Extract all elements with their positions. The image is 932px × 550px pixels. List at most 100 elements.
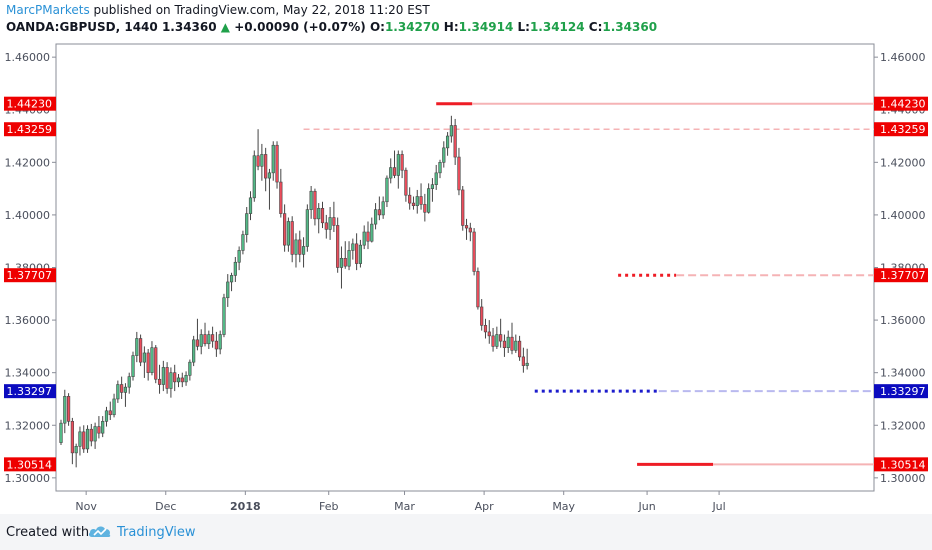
candle-body-30	[173, 372, 177, 383]
candle-body-5	[78, 431, 82, 447]
level-tag-left-3	[4, 384, 56, 399]
candle-body-17	[123, 386, 128, 393]
candle-body-79	[358, 244, 363, 264]
price-chart[interactable]: 1.30000 1.30000 1.32000 1.32000 1.34000 1.340…	[0, 0, 932, 514]
x-tick-label: Jun	[637, 500, 655, 513]
candle-body-100	[438, 162, 442, 174]
candle-body-35	[192, 339, 196, 363]
candle-body-9	[93, 426, 97, 442]
candle-body-93	[411, 202, 416, 207]
candle-body-47	[237, 250, 241, 263]
close-value: 1.34360	[602, 20, 658, 34]
candle-body-37	[199, 334, 203, 347]
level-tag-right-0	[874, 96, 928, 111]
candle-body-67	[313, 190, 317, 220]
candle-body-115	[495, 334, 499, 347]
candle-body-81	[366, 231, 370, 242]
candle-body-114	[491, 335, 495, 347]
high-value: 1.34914	[458, 20, 514, 34]
candle-body-75	[343, 257, 347, 267]
level-tag-right-4	[874, 457, 928, 472]
candle-body-70	[324, 222, 328, 230]
candle-body-4	[74, 445, 78, 454]
y-tick-label-right: 1.42000	[880, 156, 926, 169]
candle-body-107	[464, 225, 469, 229]
candle-body-102	[445, 135, 450, 149]
candle-body-13	[108, 410, 112, 416]
candle-body-119	[510, 336, 514, 351]
candle-body-64	[301, 246, 306, 255]
candle-body-120	[514, 340, 518, 351]
candle-body-51	[252, 155, 256, 199]
candle-body-118	[506, 336, 510, 348]
candle-body-57	[275, 144, 279, 183]
level-tag-left-label: 1.33297	[7, 385, 53, 398]
candle-body-76	[347, 250, 351, 267]
candle-body-87	[389, 167, 393, 179]
candle-body-14	[112, 398, 116, 416]
high-label: H:	[443, 20, 459, 34]
candle-body-24	[150, 347, 154, 373]
candle-body-0	[59, 422, 63, 443]
level-tag-right-label: 1.37707	[880, 269, 926, 282]
candle-body-103	[449, 125, 453, 137]
author-link[interactable]: MarcPMarkets	[6, 3, 90, 17]
level-tag-left-0	[4, 96, 56, 111]
candle-body-46	[233, 261, 237, 276]
candle-body-117	[502, 340, 507, 348]
candle-body-2	[66, 396, 71, 422]
candle-body-3	[70, 421, 74, 454]
candle-body-26	[157, 378, 162, 385]
candle-body-18	[127, 376, 131, 388]
candle-body-43	[222, 297, 226, 335]
candle-body-60	[286, 221, 291, 246]
candle-body-97	[427, 188, 431, 213]
tradingview-link[interactable]: TradingView	[117, 525, 196, 540]
tradingview-logo-icon[interactable]	[88, 523, 112, 541]
candle-body-31	[176, 377, 181, 383]
low-value: 1.34124	[529, 20, 585, 34]
candle-body-40	[211, 334, 215, 342]
y-tick-label-right: 1.34000	[880, 367, 926, 380]
candle-body-110	[476, 271, 480, 308]
level-tag-right-2	[874, 268, 928, 283]
candle-body-89	[396, 154, 400, 176]
candle-body-111	[480, 306, 484, 326]
level-tag-left-label: 1.37707	[7, 269, 53, 282]
x-tick-label: Feb	[319, 500, 338, 513]
candle-body-74	[339, 257, 344, 268]
candle-body-8	[89, 428, 93, 442]
candle-body-45	[229, 275, 234, 283]
close-label: C:	[588, 20, 603, 34]
candle-body-71	[328, 217, 332, 230]
candle-body-48	[241, 234, 245, 251]
published-text: published on TradingView.com, May 22, 20…	[89, 3, 430, 17]
candle-body-99	[434, 172, 438, 185]
candle-body-39	[207, 334, 211, 345]
candle-body-44	[226, 281, 230, 299]
candle-body-90	[400, 154, 404, 171]
y-tick-label-left: 1.46000	[5, 51, 51, 64]
horizontal-levels	[303, 102, 874, 466]
level-tag-left-1	[4, 122, 56, 137]
candle-body-86	[385, 177, 389, 203]
y-tick-label-left: 1.40000	[5, 209, 51, 222]
candle-body-104	[453, 125, 457, 158]
candle-body-29	[169, 372, 173, 389]
candle-body-56	[271, 144, 275, 174]
candle-body-69	[320, 208, 325, 224]
candle-body-80	[362, 231, 366, 246]
up-arrow-icon: ▲	[220, 20, 231, 34]
y-tick-label-right: 1.46000	[880, 51, 926, 64]
candle-body-32	[180, 377, 184, 383]
level-tag-left-label: 1.30514	[7, 458, 53, 471]
candle-body-94	[415, 196, 419, 207]
last-price: 1.34360	[161, 20, 217, 34]
low-label: L:	[517, 20, 530, 34]
footer-bar: Created with TradingView	[0, 514, 932, 550]
candle-body-52	[256, 155, 260, 167]
candle-body-122	[521, 356, 525, 366]
candle-body-85	[381, 201, 385, 216]
candle-body-41	[214, 340, 218, 350]
candle-body-77	[351, 243, 355, 251]
